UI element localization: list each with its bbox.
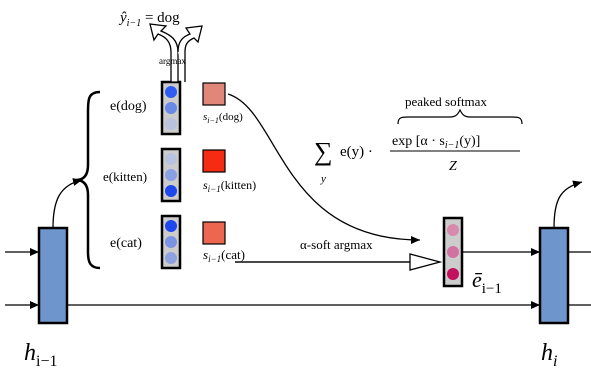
fraction-numerator: exp [α · si−1(y)] (392, 134, 480, 151)
vector-dot (165, 236, 177, 248)
rnn-box-cur (538, 226, 570, 325)
score-square-cat (202, 221, 226, 245)
ebar-dot (447, 224, 459, 236)
argmax-arrow-right (177, 25, 203, 82)
sum-symbol: ∑ (314, 137, 333, 166)
h-prev-label: hi−1 (24, 340, 57, 369)
embedding-vector-cat (160, 214, 182, 270)
vector-dot (165, 252, 177, 264)
vector-dot (165, 153, 177, 165)
vector-dot (165, 169, 177, 181)
embedding-label-cat: e(cat) (110, 236, 142, 251)
ebar-dot (447, 246, 459, 258)
vector-dot (165, 220, 177, 232)
embedding-label-dog: e(dog) (110, 99, 147, 114)
embedding-vector-dog (160, 80, 182, 136)
embedding-label-kitten: e(kitten) (103, 169, 147, 184)
ebar-label: ēi−1 (472, 267, 502, 297)
vector-dot (165, 118, 177, 130)
peaked-softmax-brace (397, 108, 523, 125)
peaked-softmax-label: peaked softmax (405, 94, 487, 109)
hidden-next-arrow (553, 180, 583, 229)
score-label-kitten: si−1(kitten) (203, 178, 256, 194)
hidden-to-embeddings-arrow (52, 178, 83, 229)
ebar-dot (447, 268, 459, 280)
rnn-box-prev (37, 226, 69, 325)
soft-argmax-label: α-soft argmax (300, 237, 373, 252)
sum-term: e(y) · (340, 144, 373, 160)
fraction-denominator: Z (449, 159, 457, 174)
dog-to-ebar-curve (227, 93, 421, 244)
embedding-vector-kitten (160, 147, 182, 203)
vector-dot (165, 185, 177, 197)
vector-dot (165, 102, 177, 114)
h-cur-label: hi (541, 340, 557, 369)
vector-dot (165, 86, 177, 98)
top-label: ŷi−1 = dog (118, 10, 180, 29)
ebar-vector (442, 216, 464, 288)
score-square-kitten (202, 149, 226, 173)
score-label-cat: si−1(cat) (203, 247, 245, 264)
sum-subscript: y (320, 173, 326, 185)
argmax-arrow (149, 23, 179, 83)
score-square-dog (202, 82, 226, 106)
embedding-brace (75, 90, 101, 270)
argmax-label: argmax (159, 56, 186, 66)
score-label-dog: si−1(dog) (203, 111, 243, 125)
